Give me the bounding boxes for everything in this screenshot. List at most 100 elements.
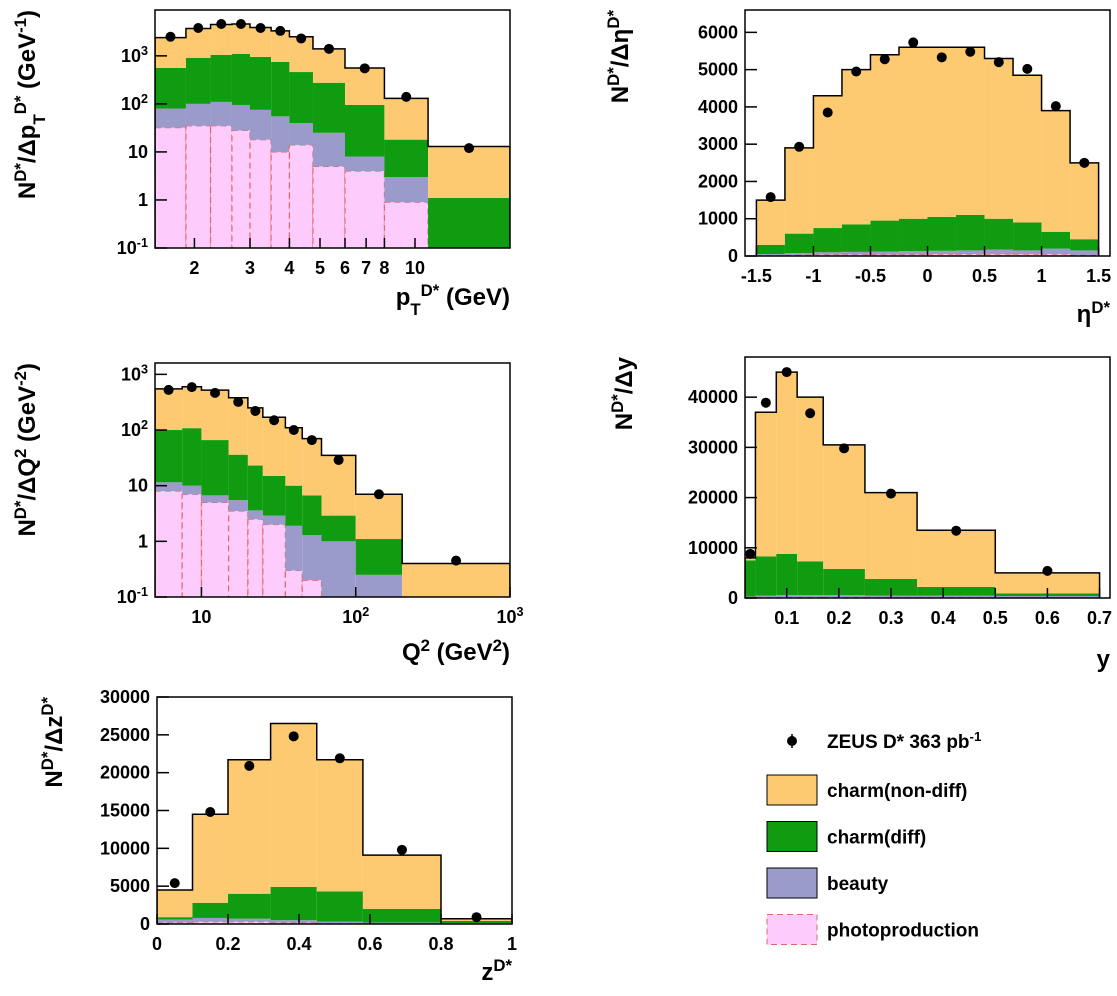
legend-label: charm(non-diff) (827, 781, 967, 802)
histogram-segment (192, 814, 228, 903)
histogram-segment (870, 220, 899, 252)
histogram-segment (984, 58, 1014, 219)
histogram-segment (181, 493, 203, 597)
data-point (1050, 101, 1061, 112)
histogram-segment (247, 407, 263, 466)
histogram-segment (262, 515, 286, 525)
histogram-segment (956, 250, 985, 255)
y-tick-label: 40000 (688, 387, 738, 407)
data-point (993, 57, 1004, 68)
data-point (951, 525, 962, 536)
histogram-segment (289, 36, 313, 73)
y-axis-title: ND*/ΔpTD* (GeV-1) (11, 10, 49, 199)
histogram-segment (384, 139, 429, 178)
histogram-segment (302, 438, 322, 496)
y-tick-label: 10000 (688, 538, 738, 558)
legend-label: beauty (827, 874, 889, 895)
histogram-segment (302, 534, 322, 581)
histogram-segment (321, 455, 356, 516)
data-point (296, 33, 307, 44)
histogram-segment (155, 430, 183, 483)
histogram-segment (192, 917, 228, 922)
data-point (250, 405, 261, 416)
histogram-segment (755, 595, 777, 597)
histogram-segment (344, 67, 385, 105)
histogram-segment (312, 82, 345, 133)
x-tick-label: 0.2 (826, 608, 851, 628)
histogram-segment (270, 723, 317, 887)
histogram-segment (841, 69, 871, 225)
histogram-segment (271, 116, 290, 152)
histogram-segment (864, 578, 918, 596)
histogram-segment (917, 530, 996, 587)
x-tick-label: 0.2 (215, 934, 240, 954)
histogram-segment (231, 53, 250, 105)
histogram-segment (155, 37, 186, 68)
histogram-segment (402, 563, 510, 597)
y-tick-label: 20000 (688, 488, 738, 508)
y-tick-label: 30000 (688, 437, 738, 457)
data-point (165, 31, 176, 42)
histogram-segment (384, 177, 429, 203)
histogram-segment (784, 233, 814, 254)
histogram-segment (355, 494, 403, 540)
histogram-segment (247, 510, 263, 520)
histogram-segment (776, 372, 798, 554)
histogram-segment (823, 594, 865, 597)
x-axis-title: y (1097, 646, 1111, 673)
histogram-segment (249, 27, 272, 57)
histogram-segment (157, 921, 194, 924)
x-tick-label: 1.5 (1086, 266, 1111, 286)
histogram-segment (870, 54, 899, 221)
plot-area (155, 19, 510, 248)
x-axis-title: Q2 (GeV2) (402, 636, 510, 667)
histogram-segment (1041, 248, 1071, 255)
y-tick-label: 3000 (698, 134, 738, 154)
x-tick-label: 0.6 (357, 934, 382, 954)
histogram-segment (355, 574, 403, 597)
histogram-segment (271, 61, 290, 117)
histogram-segment (1041, 110, 1071, 232)
histogram-segment (344, 104, 385, 157)
histogram-segment (428, 197, 510, 248)
x-tick-label: -0.5 (855, 266, 886, 286)
x-tick-label: 4 (284, 258, 294, 278)
y-tick-label: 1 (138, 190, 148, 210)
data-point (471, 912, 482, 923)
histogram-segment (231, 24, 250, 54)
x-tick-label: 0 (152, 934, 162, 954)
histogram-segment (157, 917, 193, 920)
x-tick-label: 10 (405, 258, 425, 278)
histogram-segment (984, 218, 1014, 250)
histogram-segment (157, 919, 193, 923)
y-tick-label: 1000 (698, 209, 738, 229)
y-tick-label: 20000 (100, 763, 150, 783)
histogram-segment (784, 253, 814, 255)
data-point (1042, 565, 1053, 576)
histogram-segment (155, 127, 187, 248)
data-point (1079, 157, 1090, 168)
histogram-segment (956, 47, 985, 215)
histogram-segment (228, 918, 271, 922)
histogram-segment (813, 95, 842, 229)
histogram-segment (285, 427, 303, 486)
histogram-segment (192, 902, 228, 918)
y-axis-title: ND*/ΔQ2 (GeV-2) (11, 363, 42, 537)
histogram-segment (249, 56, 272, 110)
histogram-segment (384, 98, 429, 140)
histogram-segment (355, 539, 403, 575)
histogram-segment (813, 228, 842, 253)
legend-swatch (766, 774, 818, 806)
histogram-segment (1041, 231, 1071, 249)
data-point (210, 387, 221, 398)
y-axis-title: ND*/ΔzD* (38, 697, 69, 788)
histogram-segment (1013, 222, 1042, 251)
histogram-segment (841, 224, 871, 252)
histogram-segment (182, 386, 202, 429)
histogram-segment (797, 397, 824, 562)
y-tick-label: 102 (121, 92, 148, 114)
histogram-segment (995, 572, 1100, 594)
plot-area (755, 37, 1100, 256)
x-tick-label: 8 (379, 258, 389, 278)
